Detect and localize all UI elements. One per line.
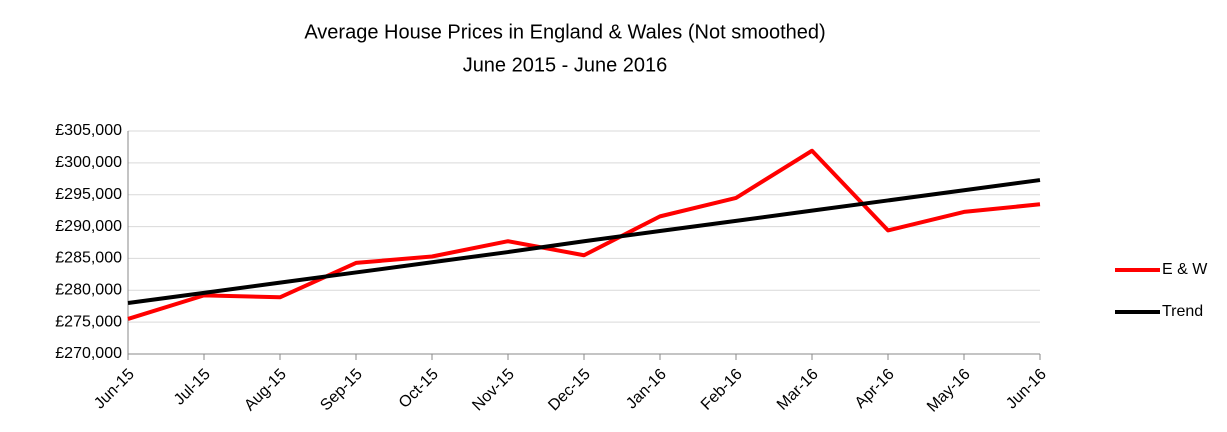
- x-tick-label: Jul-15: [171, 366, 214, 409]
- x-tick-label: Sep-15: [317, 366, 366, 415]
- x-tick-label: Feb-16: [698, 366, 746, 414]
- x-tick-label: Aug-15: [241, 366, 290, 415]
- x-tick-label: Dec-15: [545, 366, 594, 415]
- chart-title: Average House Prices in England & Wales …: [304, 21, 825, 43]
- y-tick-label: £285,000: [55, 250, 122, 267]
- x-tick-label: Oct-15: [396, 366, 442, 412]
- y-tick-label: £275,000: [55, 313, 122, 330]
- y-tick-label: £300,000: [55, 154, 122, 171]
- y-tick-label: £305,000: [55, 122, 122, 139]
- x-tick-label: Jun-15: [91, 366, 138, 413]
- y-tick-label: £295,000: [55, 186, 122, 203]
- series-line: [127, 148, 1041, 321]
- x-tick-label: Jan-16: [623, 366, 670, 413]
- legend-label: Trend: [1162, 303, 1203, 320]
- x-tick-label: Nov-15: [469, 366, 518, 415]
- y-tick-label: £280,000: [55, 282, 122, 299]
- x-tick-label: Jun-16: [1003, 366, 1050, 413]
- x-tick-label: May-16: [924, 366, 974, 416]
- legend-label: E & W: [1162, 261, 1208, 278]
- x-tick-label: Apr-16: [852, 366, 898, 412]
- series-line: [127, 178, 1041, 306]
- x-tick-label: Mar-16: [774, 366, 822, 414]
- y-tick-label: £270,000: [55, 345, 122, 362]
- y-tick-label: £290,000: [55, 218, 122, 235]
- chart-subtitle: June 2015 - June 2016: [463, 54, 668, 76]
